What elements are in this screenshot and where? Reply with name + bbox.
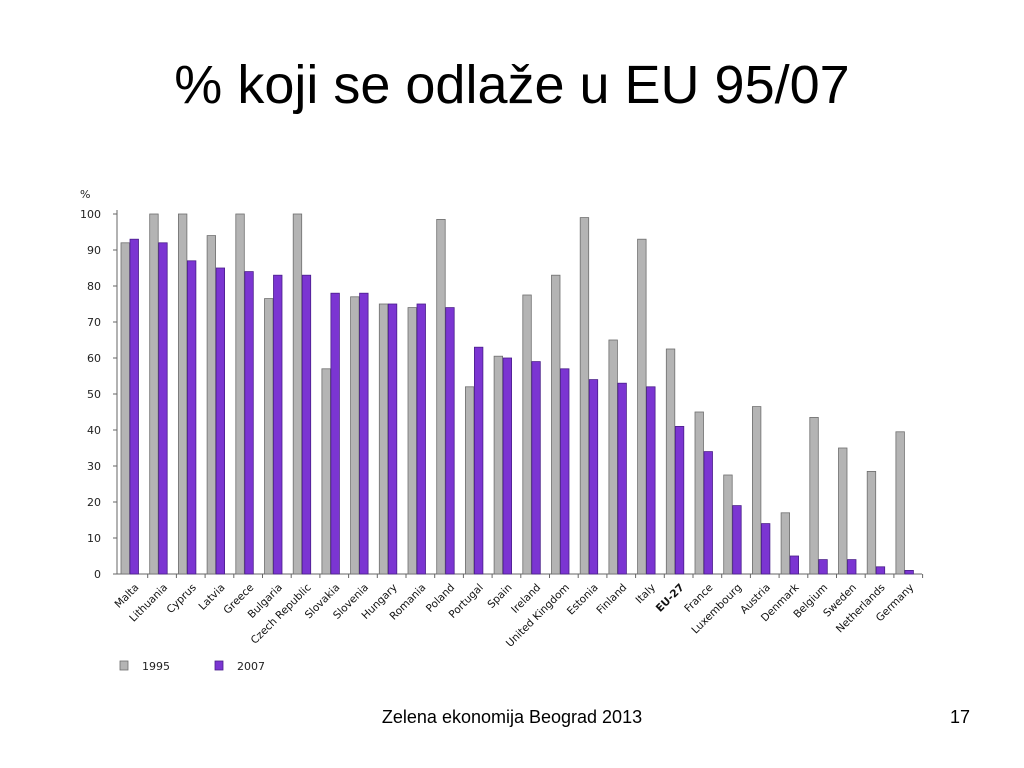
bar-2007	[789, 555, 799, 575]
bar-2007	[588, 379, 599, 575]
bar-1995	[579, 217, 590, 575]
bar-2007	[847, 559, 857, 575]
bar-2007	[244, 271, 254, 575]
bar-1995	[752, 406, 762, 575]
bar-1995	[350, 296, 360, 575]
y-tick-label: 60	[87, 352, 101, 365]
slide-footer: Zelena ekonomija Beograd 2013	[381, 707, 643, 727]
bar-1995	[838, 447, 848, 575]
bar-1995	[608, 339, 618, 575]
bar-1995	[493, 355, 504, 575]
bar-1995	[292, 213, 303, 575]
legend-swatch-2007	[214, 660, 224, 671]
bar-2007	[502, 357, 513, 575]
bar-2007	[703, 451, 713, 575]
bar-2007	[445, 307, 455, 575]
bar-2007	[646, 386, 656, 575]
bar-2007	[273, 274, 283, 575]
bar-2007	[330, 292, 340, 575]
bar-1995	[378, 303, 389, 575]
bar-2007	[416, 303, 426, 575]
bar-2007	[473, 346, 484, 575]
bar-2007	[818, 559, 828, 575]
legend-label-1995: 1995	[142, 660, 170, 673]
y-tick-label: 90	[87, 244, 101, 257]
y-tick-label: 70	[87, 316, 101, 329]
bar-1995	[120, 242, 130, 575]
bar-2007	[359, 292, 369, 575]
bar-1995	[665, 348, 676, 575]
bar-2007	[215, 267, 226, 575]
bar-1995	[895, 431, 905, 575]
bar-2007	[301, 274, 312, 575]
bar-2007	[158, 242, 168, 575]
y-tick-label: 0	[94, 568, 101, 581]
bar-2007	[732, 505, 742, 575]
x-category-label: Finland	[594, 582, 629, 617]
y-tick-label: 20	[87, 496, 101, 509]
bar-2007	[387, 303, 398, 575]
y-tick-label: 100	[80, 208, 101, 221]
y-tick-label: 40	[87, 424, 101, 437]
bar-1995	[149, 213, 159, 575]
y-tick-label: 30	[87, 460, 101, 473]
bar-1995	[637, 238, 647, 575]
legend-label-2007: 2007	[237, 660, 265, 673]
bar-1995	[522, 294, 532, 575]
bar-2007	[904, 570, 914, 575]
legend-swatch-1995	[119, 660, 129, 671]
bar-1995	[436, 218, 446, 575]
page-number: 17	[949, 707, 970, 727]
bar-1995	[464, 386, 475, 575]
bar-2007	[674, 425, 685, 575]
x-category-label: EU-27	[654, 582, 687, 615]
bar-2007	[761, 523, 771, 575]
bar-2007	[531, 361, 541, 575]
bar-2007	[186, 260, 197, 575]
bar-2007	[875, 566, 886, 575]
bar-1995	[264, 298, 274, 575]
bar-1995	[551, 274, 561, 575]
bar-2007	[617, 382, 627, 575]
bar-1995	[235, 213, 245, 575]
y-axis-label: %	[80, 188, 90, 201]
x-category-label: Cyprus	[164, 582, 198, 616]
bar-1995	[809, 416, 819, 575]
bar-1995	[206, 235, 217, 575]
bar-2007	[129, 238, 139, 575]
x-category-label: Estonia	[565, 582, 601, 618]
bar-1995	[723, 474, 733, 575]
slide-title: % koji se odlaže u EU 95/07	[174, 55, 850, 115]
y-tick-label: 50	[87, 388, 101, 401]
x-category-label: Italy	[633, 582, 658, 607]
bar-1995	[321, 368, 331, 575]
bar-2007	[560, 368, 570, 575]
bar-1995	[407, 307, 417, 575]
y-tick-label: 10	[87, 532, 101, 545]
bar-1995	[780, 512, 790, 575]
bar-1995	[177, 213, 188, 575]
bar-1995	[694, 411, 704, 575]
bar-1995	[866, 470, 877, 575]
y-tick-label: 80	[87, 280, 101, 293]
